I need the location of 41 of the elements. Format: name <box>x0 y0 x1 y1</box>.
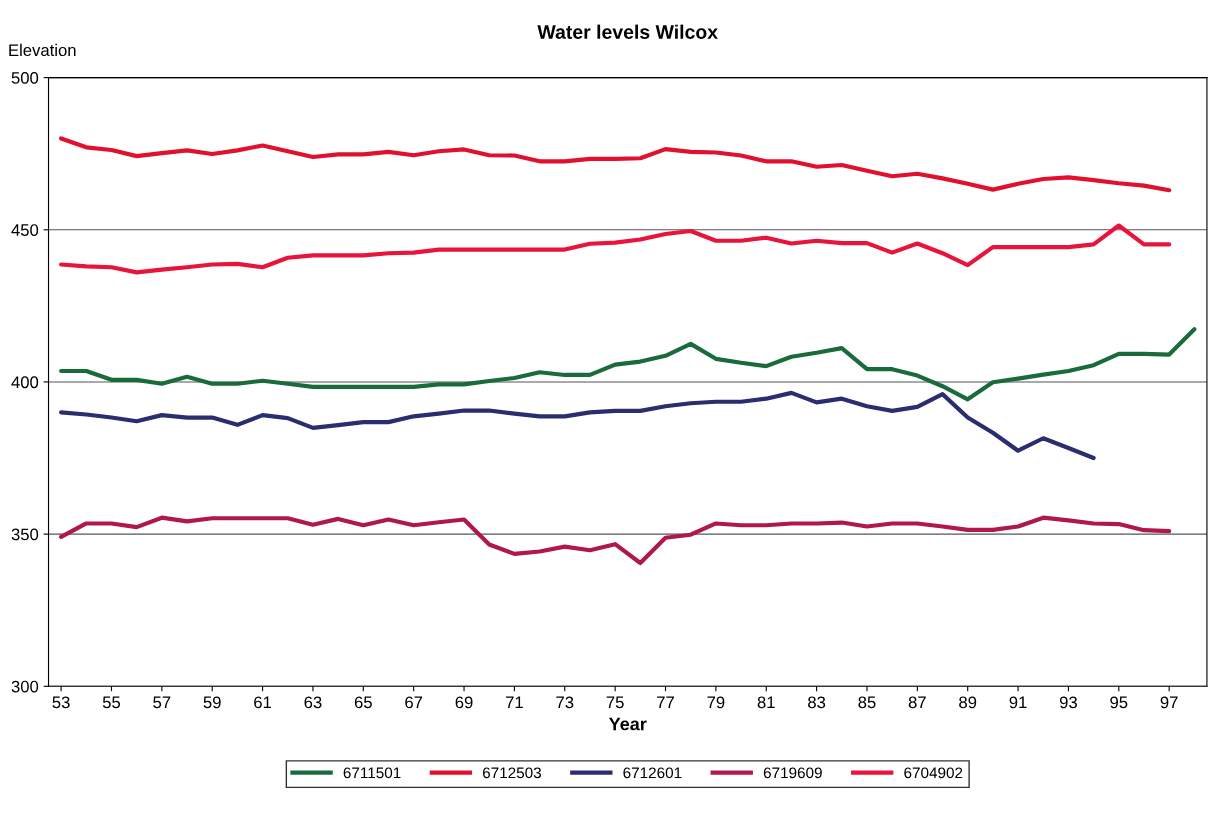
x-tick-label: 87 <box>908 696 926 709</box>
y-tick-label: 400 <box>11 376 39 389</box>
x-tick-label: 75 <box>606 696 624 709</box>
x-tick-label: 53 <box>52 696 70 709</box>
x-tick-label: 97 <box>1160 696 1178 709</box>
y-tick-label: 500 <box>11 72 39 84</box>
legend-label: 6719609 <box>763 767 822 779</box>
x-tick-label: 89 <box>959 696 977 709</box>
x-tick-label: 77 <box>657 696 674 709</box>
x-tick-label: 63 <box>304 696 322 709</box>
x-tick-label: 71 <box>505 696 523 709</box>
line-series <box>59 223 1172 275</box>
line-series <box>59 390 1096 461</box>
y-axis-title: Elevation <box>9 43 76 57</box>
x-tick-label: 59 <box>203 696 221 709</box>
line-series <box>59 515 1172 566</box>
x-tick-label: 95 <box>1110 696 1128 709</box>
y-tick-label: 450 <box>11 224 39 236</box>
x-tick-label: 83 <box>808 696 826 709</box>
x-tick-label: 85 <box>858 696 876 709</box>
line-series <box>59 136 1172 193</box>
legend-label: 6711501 <box>343 767 401 779</box>
line-series <box>59 327 1197 402</box>
x-tick-label: 57 <box>153 696 171 709</box>
x-tick-label: 93 <box>1059 696 1077 709</box>
y-tick-label: 350 <box>11 528 39 541</box>
chart-title: Water levels Wilcox <box>537 24 718 39</box>
x-tick-label: 61 <box>254 696 272 709</box>
x-tick-label: 55 <box>102 696 121 709</box>
x-tick-label: 79 <box>707 696 725 709</box>
legend-label: 6712601 <box>623 767 682 779</box>
x-tick-label: 65 <box>354 696 372 709</box>
legend-label: 6704902 <box>904 767 963 779</box>
x-tick-label: 67 <box>405 696 423 709</box>
x-axis-title: Year <box>608 717 647 731</box>
x-tick-label: 69 <box>455 696 473 709</box>
x-tick-label: 81 <box>757 696 775 709</box>
x-tick-label: 91 <box>1009 696 1027 709</box>
x-tick-label: 73 <box>556 696 574 709</box>
legend-label: 6712503 <box>482 767 541 779</box>
y-tick-label: 300 <box>11 680 39 693</box>
